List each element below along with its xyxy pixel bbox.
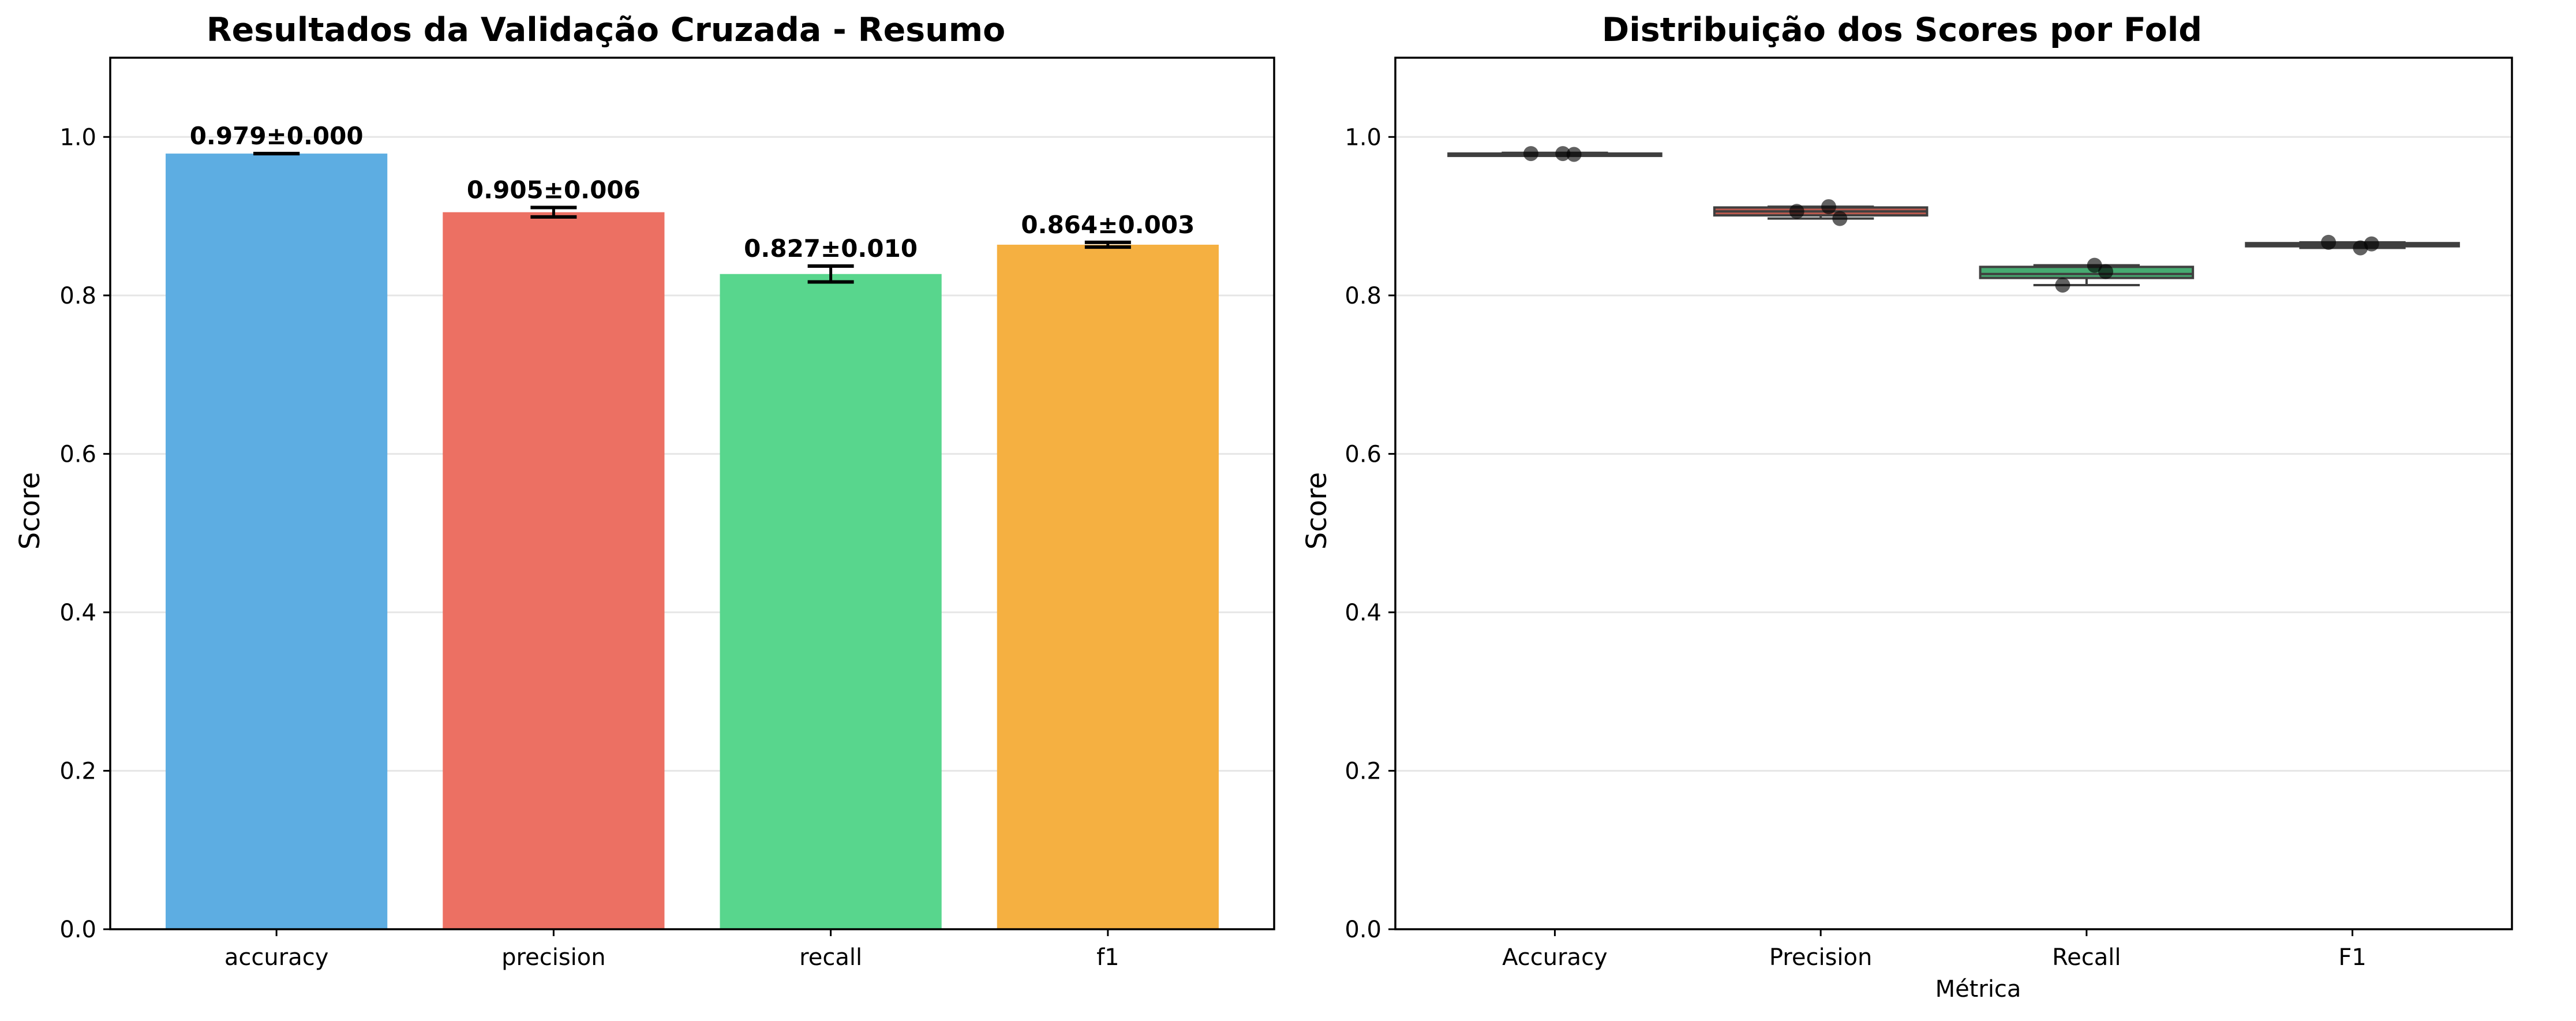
y-tick-label: 0.0 (1345, 917, 1381, 943)
bar (443, 212, 665, 929)
plot-frame (109, 57, 1275, 930)
data-label: 0.979±0.000 (190, 122, 364, 150)
fold-point (2364, 236, 2379, 252)
plot-frame (1394, 57, 2513, 930)
fold-point (1523, 146, 1538, 162)
fold-point (1821, 199, 1836, 215)
y-tick-label: 0.8 (59, 283, 96, 309)
box-plot-panel: Distribuição dos Scores por Fold Score M… (1301, 11, 2513, 1003)
y-tick-label: 0.2 (59, 758, 96, 784)
y-tick-label: 0.0 (59, 917, 96, 943)
x-tick-label: recall (799, 944, 862, 971)
bar (720, 274, 942, 930)
x-tick-label: Precision (1769, 944, 1872, 971)
boxes (1447, 146, 2460, 293)
fold-point (2321, 234, 2337, 250)
y-axis-label: Score (14, 472, 46, 549)
bar (997, 244, 1219, 929)
box (1979, 265, 2195, 279)
grid (1395, 136, 2512, 772)
y-tick-label: 0.6 (1345, 441, 1381, 468)
fold-point (1555, 146, 1571, 162)
axes: 0.0 0.2 0.4 0.6 0.8 1.0 accuracy precision recal… (59, 57, 1275, 971)
y-tick-label: 0.4 (59, 600, 96, 626)
y-tick-label: 0.6 (59, 441, 96, 468)
y-tick-label: 1.0 (1345, 124, 1381, 151)
y-axis-label: Score (1301, 472, 1333, 549)
x-tick-label: accuracy (224, 944, 328, 971)
x-tick-label: f1 (1096, 944, 1119, 971)
fold-point (1789, 204, 1804, 219)
y-tick-label: 0.2 (1345, 758, 1381, 784)
x-tick-label: precision (501, 944, 605, 971)
x-tick-label: Accuracy (1502, 944, 1608, 971)
data-label: 0.827±0.010 (744, 234, 918, 263)
bars: 0.979±0.000 0.905±0.006 0.827±0.010 0.864±0… (166, 122, 1219, 930)
fold-point (2055, 277, 2070, 293)
bar (166, 154, 388, 930)
fold-point (2098, 264, 2114, 279)
data-label: 0.864±0.003 (1021, 211, 1195, 239)
chart-title: Resultados da Validação Cruzada - Resumo (207, 11, 1006, 49)
fold-point (2087, 257, 2102, 273)
y-tick-label: 0.4 (1345, 600, 1381, 626)
chart-title: Distribuição dos Scores por Fold (1602, 11, 2202, 49)
fold-point (1832, 211, 1848, 226)
axes: 0.0 0.2 0.4 0.6 0.8 1.0 Accuracy Precision Recal… (1345, 57, 2513, 971)
y-tick-label: 0.8 (1345, 283, 1381, 309)
bar-chart-panel: Resultados da Validação Cruzada - Resumo… (14, 11, 1275, 971)
x-axis-label: Métrica (1935, 976, 2021, 1003)
x-tick-label: Recall (2052, 944, 2121, 971)
y-tick-label: 1.0 (59, 124, 96, 151)
fold-point (1566, 147, 1582, 162)
data-label: 0.905±0.006 (467, 175, 641, 204)
x-tick-label: F1 (2338, 944, 2366, 971)
